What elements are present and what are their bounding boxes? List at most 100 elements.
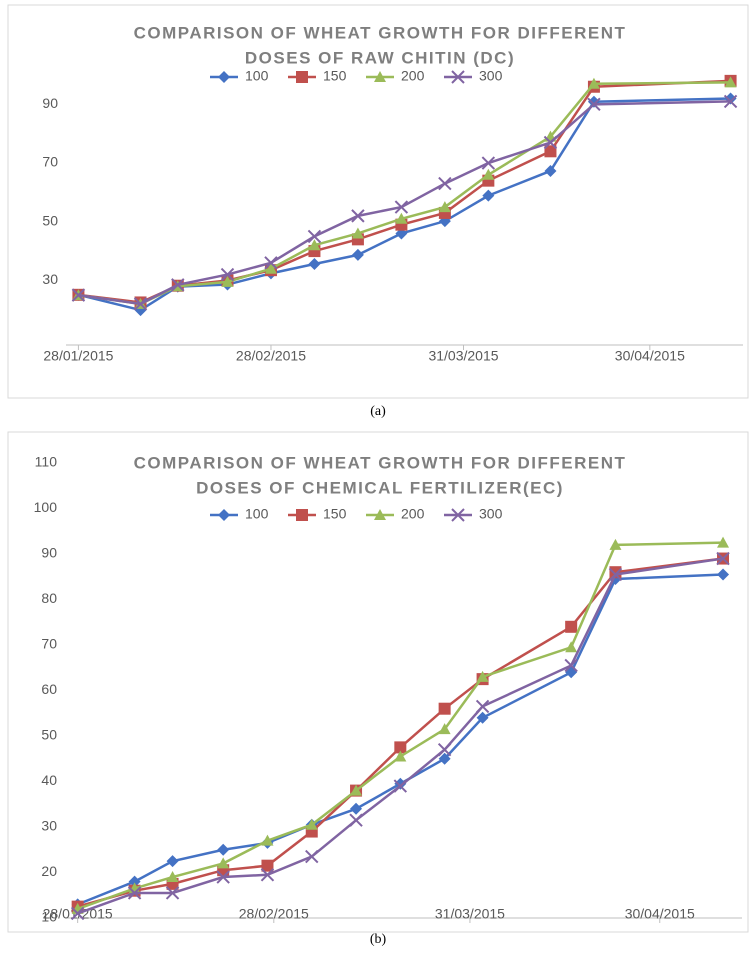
marker [264, 256, 278, 270]
x-tick-label: 28/01/2015 [43, 348, 113, 364]
marker [482, 189, 495, 202]
y-tick-label: 20 [41, 863, 57, 879]
marker [351, 227, 364, 239]
caption: (a) [370, 404, 386, 419]
marker [351, 248, 364, 261]
marker [717, 536, 730, 548]
y-tick-label: 30 [41, 818, 57, 834]
marker [264, 262, 277, 274]
legend-label: 200 [401, 68, 425, 84]
marker [723, 94, 738, 109]
legend-label: 300 [479, 506, 503, 522]
legend-label: 100 [245, 506, 269, 522]
marker [544, 145, 557, 158]
marker [296, 71, 308, 83]
marker [305, 849, 319, 864]
marker [296, 509, 308, 521]
marker [308, 258, 321, 270]
chart-frame [7, 431, 749, 933]
marker [587, 77, 600, 89]
marker [217, 843, 230, 856]
marker [133, 297, 148, 311]
y-tick-label: 80 [41, 590, 57, 606]
marker [609, 538, 622, 550]
marker [608, 567, 623, 582]
marker [438, 176, 452, 191]
marker [350, 784, 363, 796]
marker [564, 658, 578, 673]
marker [374, 509, 386, 520]
y-tick-label: 100 [34, 499, 58, 515]
x-tick-label: 28/02/2015 [236, 348, 306, 364]
marker [128, 875, 141, 888]
y-tick-label: 60 [41, 681, 57, 697]
marker [220, 267, 235, 282]
marker [217, 857, 230, 869]
x-tick-label: 31/03/2015 [428, 348, 498, 364]
marker [481, 156, 496, 170]
marker [166, 871, 179, 883]
x-tick-label: 30/04/2015 [615, 348, 685, 364]
marker [305, 818, 318, 830]
marker [438, 723, 451, 735]
chart-title: COMPARISON OF WHEAT GROWTH FOR DIFFERENT [134, 453, 627, 472]
marker [395, 212, 408, 224]
y-tick-label: 30 [42, 271, 58, 287]
marker [587, 97, 601, 112]
legend-label: 150 [323, 68, 347, 84]
marker [393, 779, 408, 793]
marker [476, 711, 489, 724]
marker [350, 802, 363, 815]
marker [70, 906, 85, 921]
caption: (b) [370, 932, 387, 947]
marker [71, 288, 86, 302]
legend-label: 100 [245, 68, 269, 84]
marker [394, 777, 407, 790]
y-tick-label: 70 [42, 154, 58, 170]
marker [260, 868, 275, 882]
marker [165, 886, 180, 900]
marker [349, 813, 363, 827]
marker [565, 641, 578, 653]
y-tick-label: 40 [41, 772, 57, 788]
legend-label: 150 [323, 506, 347, 522]
marker [565, 620, 578, 633]
y-tick-label: 110 [35, 454, 58, 470]
marker [166, 855, 179, 868]
marker [716, 551, 730, 566]
marker [482, 168, 495, 180]
marker [438, 702, 451, 715]
legend-label: 300 [479, 68, 503, 84]
marker [451, 70, 465, 84]
legend-label: 200 [401, 506, 425, 522]
chart-title: COMPARISON OF WHEAT GROWTH FOR DIFFERENT [134, 23, 627, 42]
marker [308, 239, 321, 251]
y-tick-label: 90 [41, 545, 57, 561]
marker [261, 834, 274, 846]
marker [475, 699, 490, 714]
marker [724, 76, 737, 88]
y-tick-label: 50 [42, 212, 58, 228]
marker [218, 71, 230, 83]
x-tick-label: 28/02/2015 [239, 906, 309, 922]
x-tick-label: 30/04/2015 [625, 906, 695, 922]
x-tick-label: 31/03/2015 [435, 906, 505, 922]
marker [451, 508, 465, 522]
marker [307, 229, 322, 244]
marker [216, 870, 230, 884]
chart-frame [7, 4, 749, 399]
marker [127, 886, 142, 900]
y-tick-label: 70 [41, 636, 57, 652]
marker [171, 278, 185, 292]
y-tick-label: 50 [41, 727, 57, 743]
marker [218, 509, 230, 521]
marker [717, 568, 730, 581]
marker [543, 135, 558, 150]
marker [221, 275, 234, 287]
marker [394, 200, 409, 214]
marker [394, 750, 407, 762]
y-tick-label: 90 [42, 95, 58, 111]
y-tick-label: 10 [41, 909, 57, 925]
